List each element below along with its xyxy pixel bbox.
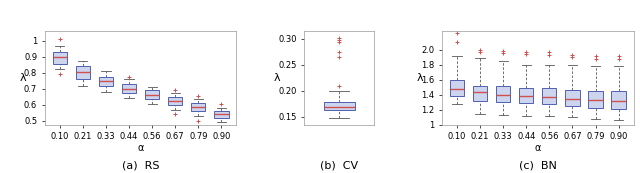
X-axis label: α: α [138,143,144,153]
Bar [496,86,510,102]
Bar [565,90,580,106]
Bar [76,66,90,79]
Text: (c)  BN: (c) BN [519,160,557,170]
X-axis label: α: α [534,143,541,153]
Y-axis label: λ: λ [417,73,423,83]
Bar [145,90,159,99]
Bar [324,102,355,110]
Bar [122,84,136,93]
Text: (a)  RS: (a) RS [122,160,159,170]
Bar [191,103,205,111]
Text: (b)  CV: (b) CV [320,160,358,170]
Bar [473,85,487,101]
Bar [588,91,603,108]
Bar [519,88,533,103]
Bar [214,111,228,118]
Bar [450,80,464,96]
Bar [168,97,182,105]
Bar [542,88,557,104]
Bar [611,91,626,109]
Bar [52,52,67,64]
Bar [99,77,113,86]
Y-axis label: λ: λ [273,73,280,83]
Y-axis label: λ: λ [19,73,26,83]
